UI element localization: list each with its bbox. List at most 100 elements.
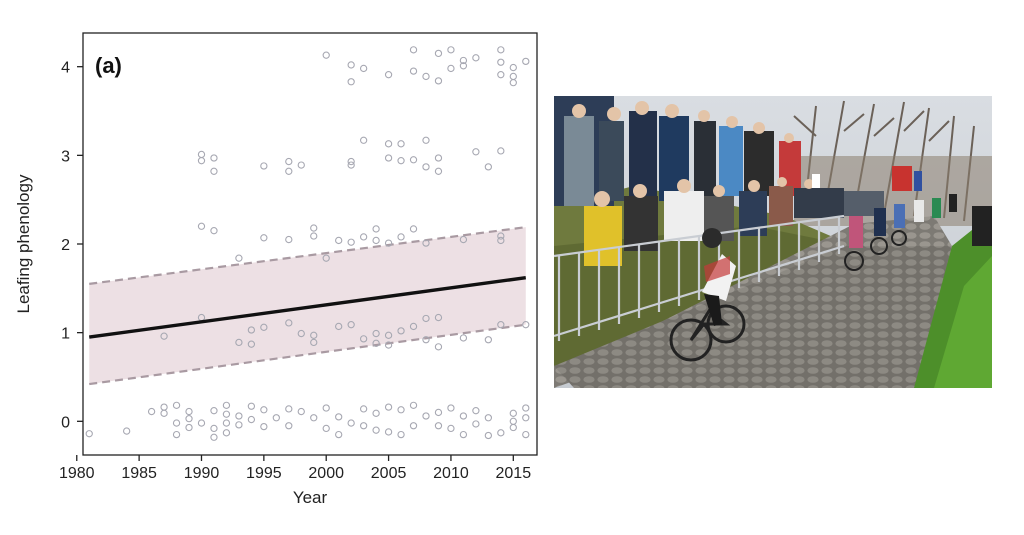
data-point [160,409,168,417]
y-tick-label: 1 [61,326,70,343]
data-point [422,314,430,323]
data-point [447,424,455,433]
x-tick-label: 1995 [246,465,282,482]
y-axis-label: Leafing phenology [14,174,33,313]
data-point [247,340,256,348]
x-tick-label: 1985 [121,465,157,482]
data-point [285,157,293,166]
data-point [260,234,268,242]
data-point [359,335,368,343]
data-point [222,419,231,427]
data-point [260,162,268,170]
data-point [384,239,393,247]
data-point [347,161,355,169]
data-point [522,321,530,329]
data-point [372,409,380,417]
data-point [272,414,280,422]
data-point [172,430,181,439]
data-point [335,430,343,439]
data-point [285,422,293,430]
data-point [372,329,380,338]
data-point [447,46,455,54]
data-point [247,326,256,334]
data-point [434,167,443,175]
data-point [322,254,330,262]
data-point [359,136,368,144]
data-point [347,78,355,86]
data-point [297,329,305,338]
data-point [322,404,330,412]
data-point [160,403,168,411]
data-point [347,321,355,329]
data-point [397,430,405,439]
data-point [172,419,181,427]
data-point [235,254,243,262]
data-point [422,163,430,171]
data-point [422,412,430,420]
data-point [522,414,530,422]
x-tick-label: 2005 [371,465,407,482]
data-point [422,136,430,144]
data-point [297,407,305,416]
data-point [397,327,405,335]
data-point [359,422,368,430]
data-point [434,77,443,85]
confidence-band [89,227,526,385]
data-point [447,64,455,73]
data-point [409,67,418,75]
data-point [260,422,268,431]
data-point [310,232,318,240]
data-point [147,407,156,416]
data-point [472,420,480,428]
data-point [372,426,380,434]
data-point [497,429,505,437]
data-point [509,417,517,425]
data-point [222,429,231,437]
data-point [372,236,380,245]
data-point [322,424,330,433]
data-point [459,56,468,65]
data-point [260,406,268,414]
data-point [509,423,517,432]
y-tick-label: 0 [61,414,70,431]
crowd [554,96,884,266]
data-point [222,401,231,410]
data-point [409,156,418,164]
crowd-barrier [554,214,845,341]
data-point [359,405,368,413]
data-point [172,401,181,410]
data-point [235,421,243,429]
data-point [434,49,443,58]
data-point [322,51,330,59]
data-point [497,58,505,66]
data-point [409,322,418,331]
data-point [335,236,343,245]
data-point [459,334,468,342]
data-point [160,332,168,340]
data-point [459,235,468,244]
data-point [409,225,418,233]
x-tick-label: 2000 [308,465,344,482]
data-point [210,424,218,433]
data-point [472,407,480,415]
data-point [509,63,517,72]
data-point [384,154,393,162]
data-point [197,419,206,427]
data-point [197,150,206,159]
y-tick-label: 3 [61,148,70,165]
x-tick-label: 2015 [496,465,532,482]
data-point [335,413,343,421]
data-point [397,233,405,241]
data-point [422,336,430,344]
data-point [497,46,505,54]
x-tick-label: 1980 [59,465,95,482]
data-point [497,147,505,155]
data-point [285,405,293,413]
data-point [359,64,368,73]
data-point [185,415,193,423]
trend-line [89,276,527,339]
data-point [522,404,530,412]
data-point [247,415,256,424]
data-point [285,167,293,175]
